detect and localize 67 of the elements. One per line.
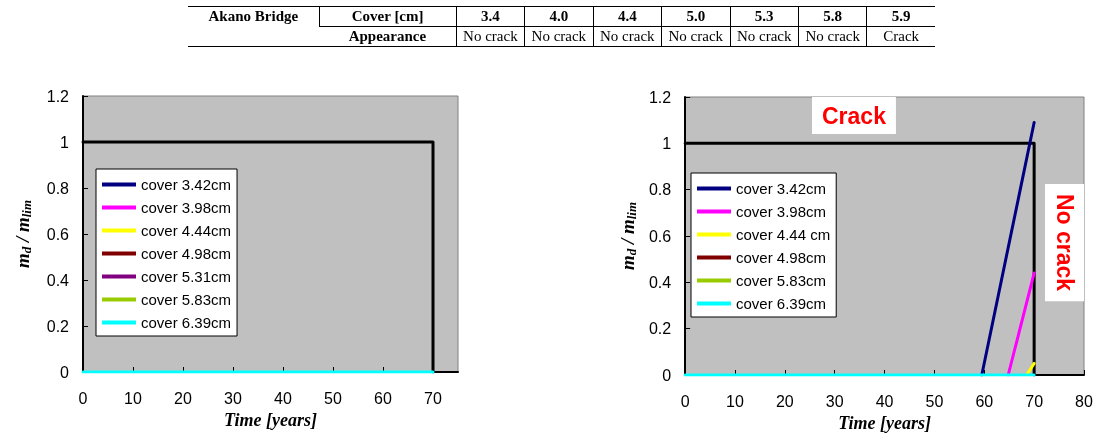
x-tick-label: 70 <box>424 389 442 407</box>
y-tick-label: 0.8 <box>46 179 70 197</box>
legend-label: cover 4.98cm <box>736 249 827 266</box>
y-tick-label: 0.2 <box>648 320 672 338</box>
y-tick-label: 1 <box>60 133 70 151</box>
legend-label: cover 4.98cm <box>141 245 232 262</box>
annotation: No crack <box>1051 194 1078 292</box>
y-tick-label: 0 <box>60 363 70 381</box>
y-axis-title: md / mlim <box>12 199 34 269</box>
x-axis-title: Time [years] <box>224 409 317 430</box>
category-label: 5.3 <box>730 6 799 27</box>
x-tick-label: 40 <box>274 389 292 407</box>
x-tick-label: 30 <box>224 389 242 407</box>
x-tick-label: 20 <box>775 392 794 410</box>
legend-label: cover 6.39cm <box>736 295 827 312</box>
category-label: 5.9 <box>866 6 935 27</box>
legend-label: cover 6.39cm <box>141 314 232 331</box>
x-tick-label: 20 <box>174 389 192 407</box>
y-axis-title: md / mlim <box>617 201 639 271</box>
y-tick-label: 0.2 <box>46 317 70 335</box>
x-tick-label: 50 <box>925 392 944 410</box>
x-tick-label: 80 <box>1075 392 1093 410</box>
x-tick-label: 70 <box>1025 392 1044 410</box>
y-tick-label: 1.2 <box>648 88 672 106</box>
category-label: 4.0 <box>524 6 594 27</box>
x-tick-label: 10 <box>124 389 142 407</box>
category-label: 5.0 <box>661 6 730 27</box>
legend-label: cover 3.98cm <box>141 199 232 216</box>
text: Akano Bridge <box>188 6 320 47</box>
y-tick-label: 0.4 <box>648 273 672 291</box>
text: Crack <box>883 28 920 44</box>
x-tick-label: 50 <box>324 389 342 407</box>
legend-label: cover 5.31cm <box>141 268 232 285</box>
text: No crack <box>668 28 724 44</box>
x-tick-label: 60 <box>975 392 994 410</box>
x-tick-label: 0 <box>78 389 88 407</box>
y-tick-label: 1 <box>662 134 672 152</box>
legend-label: cover 3.42cm <box>141 176 232 193</box>
x-axis-title: Time [years] <box>838 412 931 433</box>
category-label: Appearance <box>348 28 427 44</box>
y-tick-label: 0.6 <box>648 227 672 245</box>
y-tick-label: 0 <box>662 366 672 384</box>
x-tick-label: 30 <box>825 392 844 410</box>
category-label: Cover [cm] <box>351 8 424 24</box>
x-tick-label: 0 <box>680 392 690 410</box>
y-tick-label: 0.6 <box>46 225 70 243</box>
legend-label: cover 4.44cm <box>141 222 232 239</box>
legend-label: cover 4.44 cm <box>736 226 831 243</box>
y-tick-label: 1.2 <box>46 87 70 105</box>
category-label: 5.8 <box>798 6 867 27</box>
text: No crack <box>736 28 792 44</box>
legend-label: cover 3.42cm <box>736 180 827 197</box>
x-tick-label: 60 <box>374 389 392 407</box>
text: No crack <box>463 28 518 44</box>
legend-label: cover 5.83cm <box>141 291 232 308</box>
x-tick-label: 40 <box>875 392 894 410</box>
y-tick-label: 0.4 <box>46 271 70 289</box>
y-tick-label: 0.8 <box>648 181 672 199</box>
text: No crack <box>805 28 860 44</box>
text: No crack <box>531 28 587 44</box>
annotation: Crack <box>822 102 887 129</box>
legend-label: cover 3.98cm <box>736 203 827 220</box>
text: No crack <box>600 28 655 44</box>
legend-label: cover 5.83cm <box>736 272 827 289</box>
category-label: 3.4 <box>456 6 525 27</box>
category-label: 4.4 <box>593 6 662 27</box>
x-tick-label: 10 <box>726 392 744 410</box>
